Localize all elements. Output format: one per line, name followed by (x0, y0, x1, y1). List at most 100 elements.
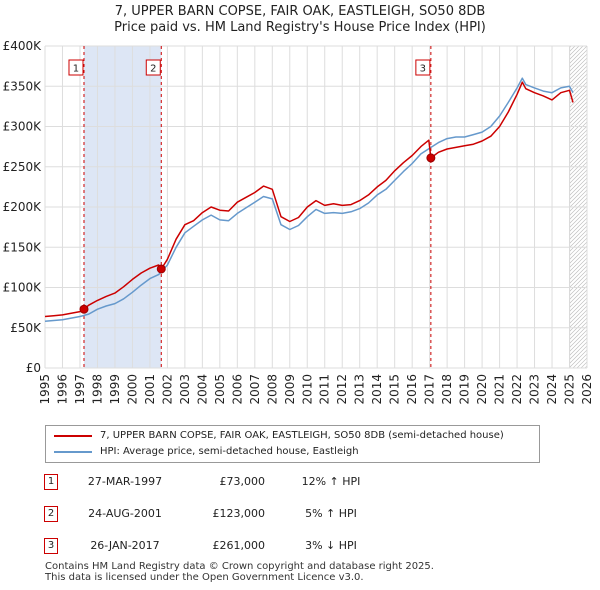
x-tick-label: 1997 (73, 374, 87, 405)
forecast-hatch (569, 241, 587, 260)
sale-number-badge: 3 (44, 538, 58, 554)
forecast-hatch (569, 161, 587, 180)
x-tick-label: 1998 (90, 374, 104, 405)
legend-swatch-property (54, 435, 92, 437)
forecast-hatch (569, 305, 587, 324)
forecast-hatch (569, 205, 587, 224)
y-tick-label: £200K (3, 200, 43, 214)
forecast-hatch (569, 249, 587, 268)
forecast-hatch (569, 125, 587, 144)
forecast-hatch (570, 26, 587, 43)
forecast-hatch (569, 277, 587, 296)
forecast-hatch (569, 213, 587, 232)
sale-hpi-diff: 3% ↓ HPI (305, 539, 357, 552)
forecast-hatch (569, 233, 587, 252)
x-tick-label: 2005 (213, 374, 227, 405)
x-tick-label: 2023 (528, 374, 542, 405)
y-tick-label: £350K (3, 79, 43, 93)
forecast-hatch (569, 153, 587, 172)
x-tick-label: 2016 (405, 374, 419, 405)
forecast-hatch (569, 325, 587, 344)
forecast-hatch (569, 309, 587, 328)
x-tick-label: 2007 (248, 374, 262, 405)
forecast-hatch (569, 46, 572, 48)
forecast-hatch (569, 225, 587, 244)
forecast-hatch (569, 93, 587, 112)
forecast-hatch (569, 189, 587, 208)
legend-item-property: 7, UPPER BARN COPSE, FAIR OAK, EASTLEIGH… (54, 428, 534, 444)
y-tick-label: £100K (3, 281, 43, 295)
forecast-hatch (569, 57, 587, 76)
property-price-line (44, 81, 574, 318)
forecast-hatch (569, 209, 587, 228)
forecast-hatch (569, 265, 587, 284)
footer-copyright: Contains HM Land Registry data © Crown c… (45, 561, 434, 572)
forecast-hatch (569, 329, 587, 348)
forecast-hatch (569, 317, 587, 336)
x-tick-label: 2003 (178, 374, 192, 405)
x-tick-label: 2024 (545, 374, 559, 405)
forecast-hatch (569, 46, 580, 56)
sale-price: £261,000 (212, 539, 266, 552)
y-tick-label: £250K (3, 160, 43, 174)
forecast-hatch (569, 345, 587, 364)
x-tick-label: 2014 (370, 374, 384, 405)
forecast-hatch (569, 201, 587, 220)
forecast-hatch (569, 133, 587, 152)
legend-item-hpi: HPI: Average price, semi-detached house,… (54, 444, 534, 460)
forecast-hatch (569, 337, 587, 356)
forecast-hatch (569, 261, 587, 280)
forecast-hatch (569, 145, 587, 164)
forecast-hatch (580, 361, 587, 368)
forecast-hatch (569, 273, 587, 292)
forecast-hatch (569, 97, 587, 116)
forecast-hatch (569, 46, 587, 64)
x-tick-label: 2008 (265, 374, 279, 405)
x-tick-label: 2021 (493, 374, 507, 405)
x-tick-label: 2004 (195, 374, 209, 405)
forecast-hatch (569, 53, 587, 72)
forecast-hatch (569, 289, 587, 308)
forecast-hatch (569, 229, 587, 248)
sale-point (426, 153, 436, 163)
forecast-hatch (569, 245, 587, 264)
x-tick-label: 2013 (353, 374, 367, 405)
forecast-hatch (569, 73, 587, 92)
sale-label-number: 2 (150, 64, 156, 75)
sale-row: 2 24-AUG-2001 £123,000 5% ↑ HPI (0, 506, 600, 524)
forecast-hatch (569, 217, 587, 236)
forecast-hatch (569, 89, 587, 108)
x-tick-label: 2026 (580, 374, 594, 405)
sale-label-number: 3 (420, 64, 426, 75)
forecast-hatch (569, 177, 587, 196)
forecast-hatch (569, 105, 587, 124)
legend-label-hpi: HPI: Average price, semi-detached house,… (100, 446, 359, 457)
x-tick-label: 1996 (55, 374, 69, 405)
legend-label-property: 7, UPPER BARN COPSE, FAIR OAK, EASTLEIGH… (100, 430, 504, 441)
x-tick-label: 2002 (160, 374, 174, 405)
sale-label-number: 1 (73, 64, 79, 75)
forecast-hatch (569, 185, 587, 204)
forecast-hatch (569, 46, 584, 60)
forecast-hatch (569, 257, 587, 276)
forecast-hatch (569, 109, 587, 128)
sale-number-badge: 1 (44, 474, 58, 490)
x-tick-label: 2009 (283, 374, 297, 405)
forecast-hatch (569, 193, 587, 212)
sale-label-box (145, 59, 161, 76)
forecast-hatch (569, 65, 587, 84)
x-tick-label: 2019 (458, 374, 472, 405)
y-tick-label: £0 (26, 361, 41, 375)
y-tick-label: £50K (10, 321, 42, 335)
x-tick-label: 2006 (230, 374, 244, 405)
forecast-hatch (569, 46, 576, 52)
forecast-hatch (569, 129, 587, 148)
forecast-hatch (569, 181, 587, 200)
forecast-hatch (569, 253, 587, 272)
x-tick-label: 2015 (388, 374, 402, 405)
x-tick-label: 2022 (510, 374, 524, 405)
chart-subtitle: Price paid vs. HM Land Registry's House … (114, 20, 486, 35)
x-tick-label: 2025 (563, 374, 577, 405)
sale-date: 26-JAN-2017 (90, 539, 160, 552)
x-tick-label: 2000 (125, 374, 139, 405)
